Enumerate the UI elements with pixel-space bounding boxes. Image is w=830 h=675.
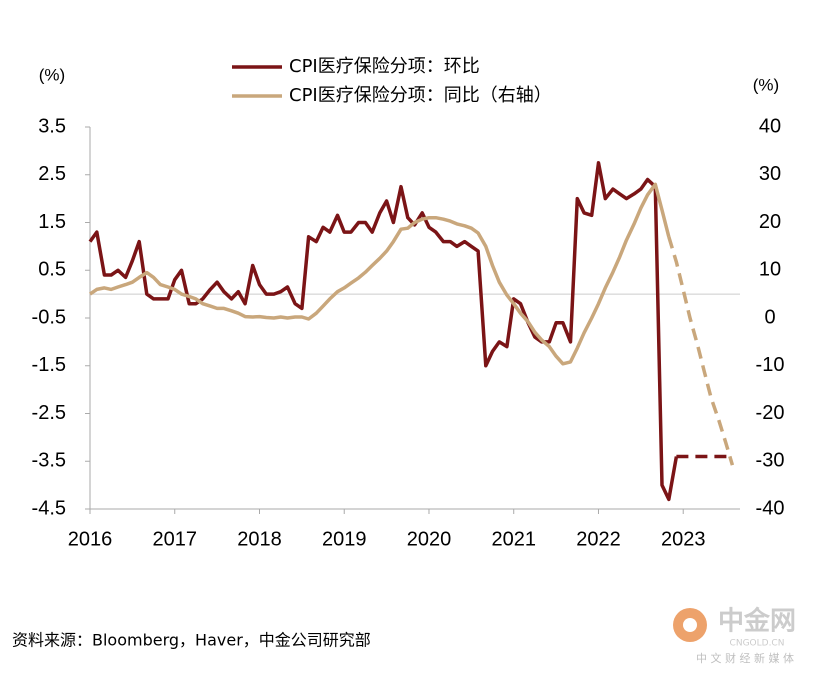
x-tick-label: 2021: [491, 528, 536, 550]
y2-tick-label: 20: [759, 211, 781, 233]
series-line: [89, 182, 671, 366]
x-tick-label: 2019: [322, 528, 367, 550]
watermark: 中金网 CNGOLD.CN 中 文 财 经 新 媒 体: [673, 606, 796, 665]
y-tick-label: -1.5: [32, 354, 66, 376]
source: 资料来源：Bloomberg，Haver，中金公司研究部: [12, 631, 371, 650]
x-tick-label: 2018: [237, 528, 282, 550]
legend-label: CPI医疗保险分项：同比（右轴）: [289, 85, 552, 106]
x-tick-label: 2022: [576, 528, 621, 550]
watermark-domain: CNGOLD.CN: [730, 639, 785, 649]
y2-tick-label: 10: [759, 259, 781, 281]
y2-tick-label: -20: [756, 402, 785, 424]
y2-tick-label: 40: [759, 115, 781, 137]
y-tick-label: -3.5: [32, 450, 66, 472]
y2-tick-label: -10: [756, 354, 785, 376]
y-tick-label: 0.5: [38, 259, 66, 281]
y-tick-label: -0.5: [32, 306, 66, 328]
y-tick-label: -4.5: [32, 497, 66, 519]
y-tick-label: 3.5: [38, 115, 66, 137]
watermark-logo-inner: [683, 618, 697, 632]
series-line-forecast: [667, 236, 735, 466]
left-unit: (%): [39, 65, 65, 84]
x-tick-label: 2023: [661, 528, 706, 550]
y-tick-label: 2.5: [38, 163, 66, 185]
right-unit: (%): [753, 75, 779, 94]
series-line: [88, 161, 679, 502]
watermark-brand: 中金网: [718, 606, 796, 637]
y2-tick-label: 30: [759, 163, 781, 185]
x-tick-label: 2016: [68, 528, 113, 550]
y2-tick-label: -40: [756, 497, 785, 519]
x-tick-label: 2017: [152, 528, 197, 550]
y-tick-label: -2.5: [32, 402, 66, 424]
y2-tick-label: 0: [764, 306, 775, 328]
y2-tick-label: -30: [756, 450, 785, 472]
y-tick-label: 1.5: [38, 211, 66, 233]
x-tick-label: 2020: [407, 528, 452, 550]
legend-label: CPI医疗保险分项：环比: [289, 56, 480, 77]
watermark-slogan: 中 文 财 经 新 媒 体: [696, 651, 794, 665]
